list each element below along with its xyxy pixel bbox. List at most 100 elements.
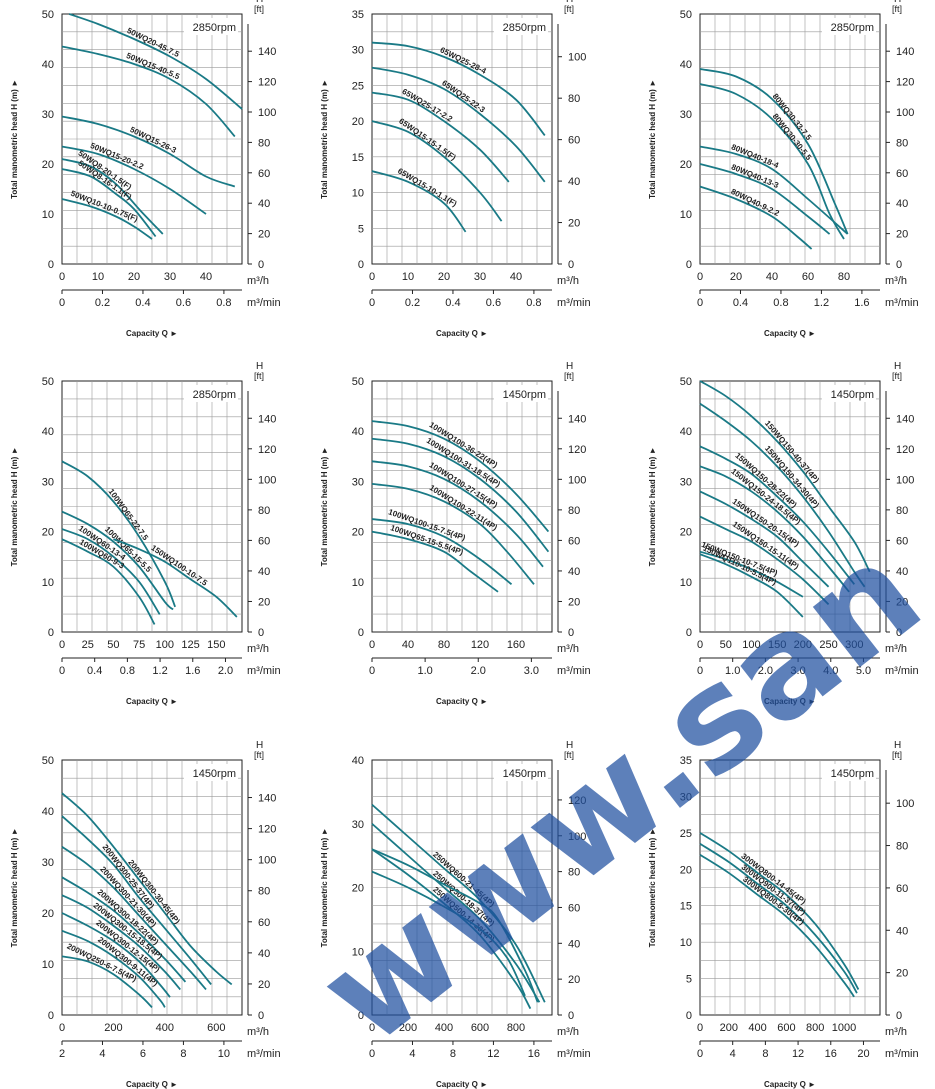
ft-axis-title-h: H <box>894 740 901 751</box>
x-tick-label: 10 <box>92 271 104 283</box>
min-tick-label: 5.0 <box>856 665 871 677</box>
rpm-box <box>822 764 876 781</box>
rpm-box <box>822 18 876 35</box>
x-axis-label: Capacity Q ► <box>126 697 178 706</box>
y-tick-label: 40 <box>680 426 692 438</box>
ft-tick-label: 40 <box>896 566 908 578</box>
pump-curve <box>113 538 238 618</box>
y-tick-label: 20 <box>680 159 692 171</box>
y-tick-label: 0 <box>686 627 692 639</box>
pump-curve <box>371 91 510 183</box>
y-tick-label: 30 <box>680 476 692 488</box>
rpm-box <box>494 385 548 402</box>
ft-axis-title-h: H <box>256 0 263 5</box>
y-tick-label: 30 <box>42 109 54 121</box>
min-tick-label: 2 <box>59 1048 65 1060</box>
pump-curve <box>699 490 830 588</box>
x-tick-label: 0 <box>369 639 375 651</box>
x-tick-label: 100 <box>156 639 174 651</box>
ft-tick-label: 40 <box>568 176 580 188</box>
ft-tick-label: 140 <box>258 793 276 805</box>
ft-tick-label: 60 <box>568 902 580 914</box>
y-tick-label: 10 <box>42 209 54 221</box>
pump-curve <box>699 445 855 585</box>
y-tick-label: 20 <box>680 864 692 876</box>
ft-tick-label: 100 <box>568 52 586 64</box>
y-tick-label: 20 <box>42 908 54 920</box>
ft-tick-label: 120 <box>258 824 276 836</box>
x-tick-label: 200 <box>104 1022 122 1034</box>
pump-curve <box>699 185 813 250</box>
ft-tick-label: 100 <box>258 474 276 486</box>
ft-tick-label: 120 <box>258 444 276 456</box>
x-axis-label: Capacity Q ► <box>436 1080 488 1089</box>
ft-axis-title-unit: [ft] <box>254 4 264 14</box>
ft-tick-label: 60 <box>896 168 908 180</box>
min-tick-label: 4 <box>409 1048 415 1060</box>
ft-tick-label: 120 <box>896 444 914 456</box>
y-tick-label: 10 <box>42 577 54 589</box>
x-tick-label: 75 <box>133 639 145 651</box>
y-axis-label: Total manometric head H (m) ► <box>10 828 19 948</box>
ft-tick-label: 20 <box>896 968 908 980</box>
ft-tick-label: 20 <box>896 229 908 241</box>
x-tick-label: 600 <box>777 1022 795 1034</box>
pump-curve <box>371 460 544 568</box>
y-tick-label: 40 <box>680 59 692 71</box>
ft-tick-label: 40 <box>568 938 580 950</box>
min-unit-label: m³/min <box>885 297 919 309</box>
min-tick-label: 2.0 <box>218 665 233 677</box>
pump-curve <box>371 848 539 1003</box>
ft-tick-label: 100 <box>568 474 586 486</box>
pump-curve <box>371 803 546 1003</box>
pump-curve <box>699 83 845 240</box>
y-tick-label: 30 <box>680 791 692 803</box>
ft-tick-label: 60 <box>258 917 270 929</box>
min-tick-label: 3.0 <box>524 665 539 677</box>
rpm-box <box>184 18 238 35</box>
min-tick-label: 8 <box>762 1048 768 1060</box>
x-unit-label: m³/h <box>885 1026 907 1038</box>
pump-curve <box>61 145 207 215</box>
y-tick-label: 0 <box>686 1010 692 1022</box>
ft-tick-label: 140 <box>568 413 586 425</box>
y-tick-label: 50 <box>42 376 54 388</box>
ft-tick-label: 140 <box>896 413 914 425</box>
pump-curve <box>61 815 212 985</box>
y-axis-label: Total manometric head H (m) ► <box>320 447 329 567</box>
x-tick-label: 600 <box>471 1022 489 1034</box>
y-axis-label: Total manometric head H (m) ► <box>10 447 19 567</box>
rpm-label: 1450rpm <box>831 768 874 780</box>
pump-curve <box>371 420 550 533</box>
pump-curve <box>371 870 526 997</box>
pump-curve <box>61 955 153 1008</box>
min-unit-label: m³/min <box>247 665 281 677</box>
ft-tick-label: 0 <box>568 1010 574 1022</box>
ft-tick-label: 80 <box>896 137 908 149</box>
pump-curve <box>371 823 541 1003</box>
y-tick-label: 15 <box>352 152 364 164</box>
pump-curve <box>699 553 804 618</box>
ft-tick-label: 20 <box>258 596 270 608</box>
x-axis-label: Capacity Q ► <box>126 329 178 338</box>
pump-curve <box>699 163 831 235</box>
y-tick-label: 50 <box>42 9 54 21</box>
ft-tick-label: 0 <box>568 259 574 271</box>
y-tick-label: 25 <box>680 828 692 840</box>
ft-tick-label: 120 <box>568 795 586 807</box>
pump-curve <box>699 145 849 235</box>
min-tick-label: 0 <box>369 297 375 309</box>
x-tick-label: 120 <box>471 639 489 651</box>
x-tick-label: 0 <box>697 271 703 283</box>
min-tick-label: 2.0 <box>758 665 773 677</box>
ft-tick-label: 40 <box>568 566 580 578</box>
y-tick-label: 40 <box>352 426 364 438</box>
rpm-box <box>494 18 548 35</box>
x-tick-label: 40 <box>402 639 414 651</box>
x-tick-label: 150 <box>207 639 225 651</box>
pump-curve <box>371 483 535 585</box>
x-tick-label: 400 <box>748 1022 766 1034</box>
min-tick-label: 0.2 <box>405 297 420 309</box>
ft-axis-title-unit: [ft] <box>254 750 264 760</box>
